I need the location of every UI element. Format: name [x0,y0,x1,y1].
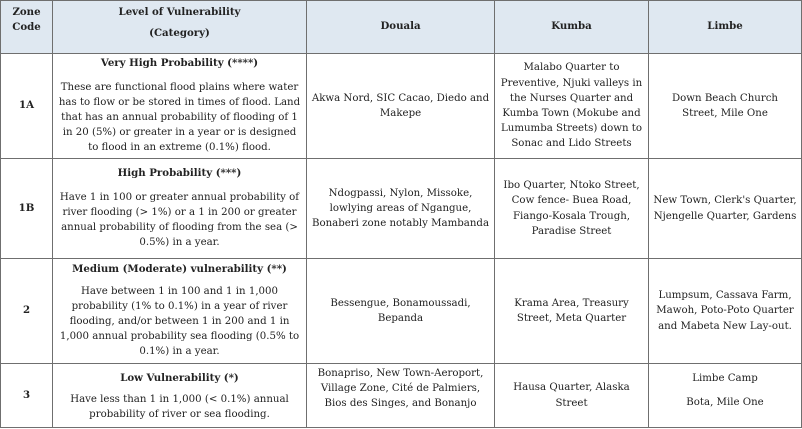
header-zone-code: Zone Code [0,0,53,54]
category-title: Very High Probability (****) [100,57,259,70]
douala-cell: Bonapriso, New Town-Aeroport, Village Zo… [306,363,495,428]
table-row: 1A Very High Probability (****) These ar… [0,53,802,159]
kumba-cell: Krama Area, Treasury Street, Meta Quarte… [494,258,649,364]
vulnerability-cell: Medium (Moderate) vulnerability (**) Hav… [52,258,307,364]
header-douala: Douala [306,0,495,54]
douala-cell: Bessengue, Bonamoussadi, Bepanda [306,258,495,364]
vulnerability-cell: Low Vulnerability (*) Have less than 1 i… [52,363,307,428]
limbe-cell: Down Beach Church Street, Mile One [648,53,802,159]
category-description: These are functional flood plains where … [58,81,301,154]
header-vulnerability-category: (Category) [149,27,210,40]
category-description: Have less than 1 in 1,000 (< 0.1%) annua… [70,394,289,421]
zone-code-cell: 1A [0,53,53,159]
category-title: Low Vulnerability (*) [120,372,239,384]
zone-code-cell: 3 [0,363,53,428]
vulnerability-cell: Very High Probability (****) These are f… [52,53,307,159]
table-row: 1B High Probability (***) Have 1 in 100 … [0,158,802,259]
category-title: High Probability (***) [117,167,242,180]
limbe-cell: New Town, Clerk's Quarter, Njengelle Qua… [648,158,802,259]
limbe-camp-text: Limbe Camp [692,373,758,384]
douala-cell: Ndogpassi, Nylon, Missoke, lowlying area… [306,158,495,259]
category-title: Medium (Moderate) vulnerability (**) [72,263,287,276]
header-vulnerability-title: Level of Vulnerability [118,6,241,18]
header-limbe: Limbe [648,0,802,54]
header-kumba: Kumba [494,0,649,54]
limbe-cell: Lumpsum, Cassava Farm, Mawoh, Poto-Poto … [648,258,802,364]
bota-mile-one-text: Bota, Mile One [686,397,764,409]
table-header-row: Zone Code Level of Vulnerability (Catego… [0,0,802,54]
category-description: Have 1 in 100 or greater annual probabil… [59,191,300,249]
kumba-cell: Malabo Quarter to Preventive, Njuki vall… [494,53,649,159]
header-level-of-vulnerability: Level of Vulnerability (Category) [52,0,307,54]
zone-code-cell: 2 [0,258,53,364]
vulnerability-cell: High Probability (***) Have 1 in 100 or … [52,158,307,259]
category-description: Have between 1 in 100 and 1 in 1,000 pro… [59,285,300,358]
zone-code-cell: 1B [0,158,53,259]
limbe-cell: Limbe Camp Bota, Mile One [648,363,802,428]
kumba-cell: Hausa Quarter, Alaska Street [494,363,649,428]
douala-cell: Akwa Nord, SIC Cacao, Diedo and Makepe [306,53,495,159]
table-row: 3 Low Vulnerability (*) Have less than 1… [0,363,802,428]
table-row: 2 Medium (Moderate) vulnerability (**) H… [0,258,802,364]
kumba-cell: Ibo Quarter, Ntoko Street, Cow fence- Bu… [494,158,649,259]
